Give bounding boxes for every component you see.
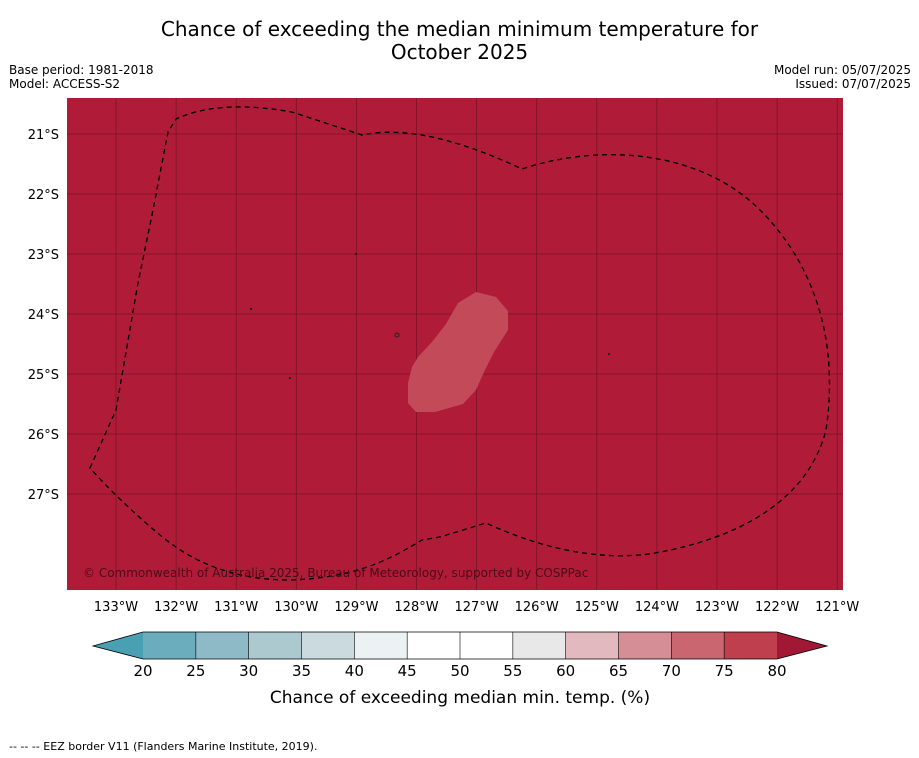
latitude-tick-label: 22°S [28, 188, 59, 203]
colorbar-segment [618, 632, 672, 659]
island-marker [250, 308, 252, 310]
latitude-labels: 21°S 22°S 23°S 24°S 25°S 26°S 27°S [28, 128, 59, 503]
colorbar-segment [724, 632, 778, 659]
colorbar-tick-label: 45 [398, 662, 417, 680]
colorbar-tick-label: 30 [239, 662, 258, 680]
colorbar-segment [565, 632, 619, 659]
copyright-text: © Commonwealth of Australia 2025, Bureau… [83, 566, 588, 580]
longitude-tick-label: 126°W [515, 600, 559, 615]
longitude-tick-label: 125°W [575, 600, 619, 615]
longitude-tick-label: 124°W [635, 600, 679, 615]
meta-left: Base period: 1981-2018 Model: ACCESS-S2 [9, 63, 154, 91]
colorbar-tick-label: 60 [556, 662, 575, 680]
latitude-tick-label: 24°S [28, 308, 59, 323]
base-period-text: Base period: 1981-2018 [9, 63, 154, 77]
colorbar-tick-label: 50 [450, 662, 469, 680]
colorbar-boxes [143, 632, 778, 659]
longitude-tick-label: 129°W [334, 600, 378, 615]
colorbar-tick-label: 20 [133, 662, 152, 680]
colorbar-segment [460, 632, 514, 659]
island-marker [608, 353, 610, 355]
latitude-tick-label: 27°S [28, 488, 59, 503]
colorbar-under-triangle [93, 632, 143, 659]
latitude-tick-label: 23°S [28, 248, 59, 263]
chart-title-line1: Chance of exceeding the median minimum t… [160, 17, 759, 41]
anomaly-region [408, 292, 508, 412]
issued-text: Issued: 07/07/2025 [795, 77, 911, 91]
longitude-tick-label: 130°W [274, 600, 318, 615]
colorbar-tick-label: 75 [715, 662, 734, 680]
longitude-tick-label: 133°W [94, 600, 138, 615]
colorbar-segment [354, 632, 408, 659]
colorbar-ticks: 20 25 30 35 40 45 50 55 60 65 70 75 80 [133, 632, 787, 680]
colorbar-over-triangle [777, 632, 827, 659]
island-markers [250, 253, 610, 379]
chart-title-line2: October 2025 [390, 40, 529, 64]
latitude-tick-label: 25°S [28, 368, 59, 383]
colorbar-segment [671, 632, 725, 659]
colorbar-outline [91, 631, 829, 660]
longitude-tick-label: 123°W [695, 600, 739, 615]
map-panel: © Commonwealth of Australia 2025, Bureau… [67, 98, 843, 590]
eez-border-line [89, 106, 831, 581]
colorbar-tick-label: 70 [662, 662, 681, 680]
colorbar-label: Chance of exceeding median min. temp. (%… [270, 688, 650, 708]
longitude-tick-label: 127°W [455, 600, 499, 615]
longitude-tick-label: 128°W [394, 600, 438, 615]
island-marker [394, 332, 400, 338]
colorbar-segment [143, 632, 197, 659]
colorbar-tick-label: 80 [767, 662, 786, 680]
longitude-tick-label: 132°W [154, 600, 198, 615]
longitude-tick-label: 121°W [815, 600, 859, 615]
footnote-text: -- -- -- EEZ border V11 (Flanders Marine… [9, 740, 318, 753]
longitude-tick-label: 131°W [214, 600, 258, 615]
colorbar-segment [512, 632, 567, 659]
colorbar: 20 25 30 35 40 45 50 55 60 65 70 75 80 Chance of exc… [91, 631, 829, 708]
longitude-labels: 133°W 132°W 131°W 130°W 129°W 128°W 127°W 126°W… [94, 600, 860, 615]
colorbar-tick-label: 40 [345, 662, 364, 680]
chart-title: Chance of exceeding the median minimum t… [0, 18, 919, 64]
colorbar-tick-label: 65 [609, 662, 628, 680]
island-marker [289, 377, 291, 379]
model-text: Model: ACCESS-S2 [9, 77, 121, 91]
colorbar-tick-label: 55 [503, 662, 522, 680]
colorbar-tick-label: 35 [292, 662, 311, 680]
colorbar-segment [195, 632, 250, 659]
colorbar-segment [407, 632, 461, 659]
colorbar-segment [301, 632, 355, 659]
colorbar-segment [248, 632, 302, 659]
latitude-tick-label: 26°S [28, 428, 59, 443]
meta-right: Model run: 05/07/2025 Issued: 07/07/2025 [774, 63, 911, 91]
colorbar-tick-label: 25 [186, 662, 205, 680]
island-marker [355, 253, 357, 255]
model-run-text: Model run: 05/07/2025 [773, 63, 911, 77]
longitude-tick-label: 122°W [755, 600, 799, 615]
latitude-tick-label: 21°S [28, 128, 59, 143]
